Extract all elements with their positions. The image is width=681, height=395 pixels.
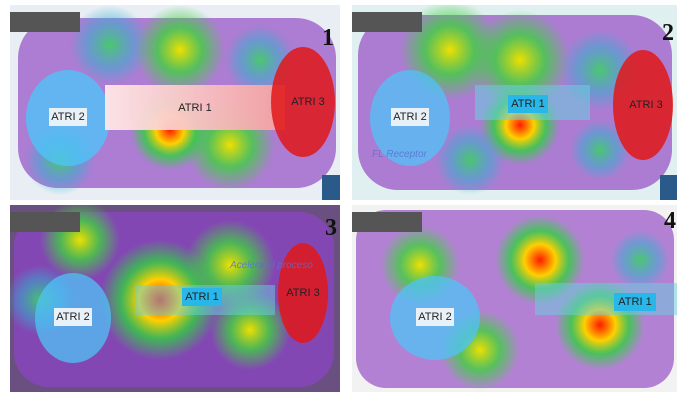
caption: Acelera el proceso xyxy=(229,260,313,271)
panel-number: 3 xyxy=(325,215,337,241)
figure: 1 ATRI 2 ATRI 1 ATRI 3 2 FL Receptor ATR… xyxy=(0,0,681,395)
area-label: ATRI 2 xyxy=(418,311,451,323)
panel-number: 4 xyxy=(664,208,676,234)
area-label: ATRI 1 xyxy=(511,98,544,110)
area-label: ATRI 2 xyxy=(56,311,89,323)
panel-number: 1 xyxy=(322,25,334,51)
panel-number: 2 xyxy=(662,20,674,46)
area-label: ATRI 2 xyxy=(393,111,426,123)
area-label: ATRI 1 xyxy=(185,291,218,303)
area-label: ATRI 3 xyxy=(291,96,324,108)
page: {"panels":[ {"number":"1","areas":["ATRI… xyxy=(0,0,681,395)
area-label: ATRI 1 xyxy=(618,296,651,308)
area-label: ATRI 1 xyxy=(178,102,211,114)
caption: FL Receptor xyxy=(372,149,428,160)
area-label: ATRI 2 xyxy=(51,111,84,123)
area-label: ATRI 3 xyxy=(286,287,319,299)
area-label: ATRI 3 xyxy=(629,99,662,111)
